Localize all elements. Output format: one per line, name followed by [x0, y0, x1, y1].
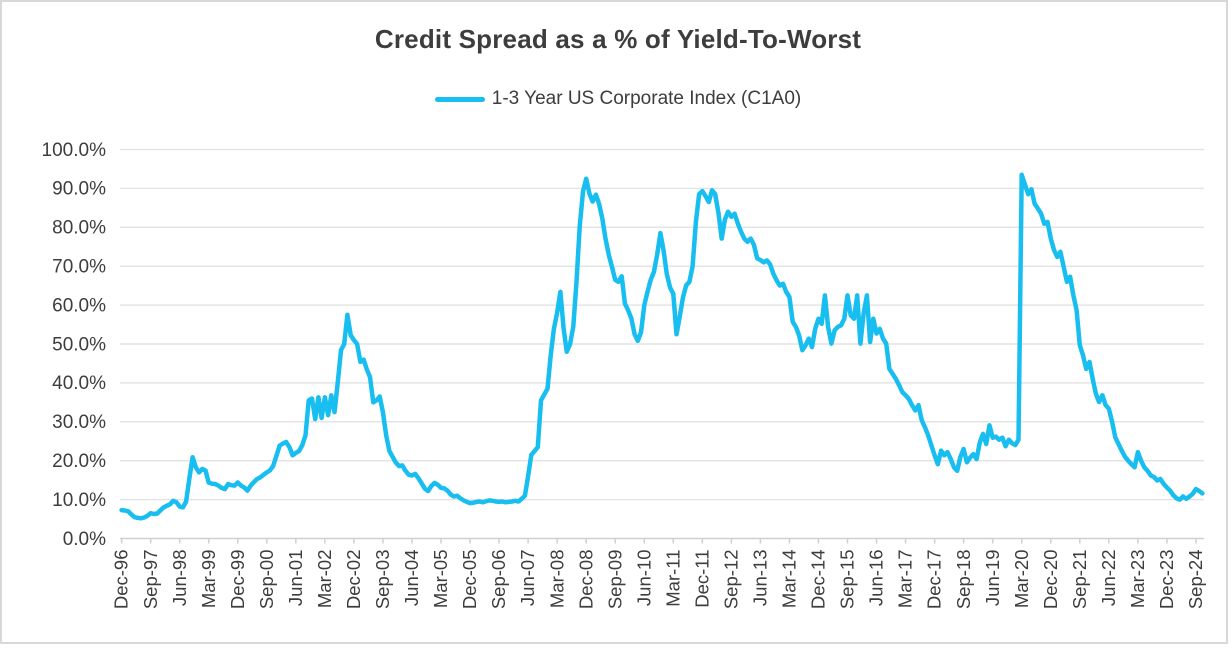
x-axis-tick-label: Sep-24 [1185, 550, 1206, 610]
x-axis-tick-label: Sep-00 [256, 550, 277, 610]
x-axis-tick-label: Dec-23 [1156, 550, 1177, 610]
x-axis-tick-label: Jun-98 [169, 550, 190, 607]
y-axis-tick-label: 70.0% [52, 256, 106, 277]
x-axis-tick-label: Sep-18 [953, 550, 974, 610]
y-axis-tick-label: 100.0% [42, 140, 107, 161]
x-axis-tick-label: Mar-17 [895, 550, 916, 609]
x-axis-tick-label: Jun-22 [1098, 550, 1119, 607]
x-axis-tick-label: Dec-05 [459, 550, 480, 610]
x-axis-tick-label: Mar-05 [430, 550, 451, 609]
y-axis-tick-label: 90.0% [52, 179, 106, 200]
y-axis-tick-label: 60.0% [52, 295, 106, 316]
x-axis-tick-label: Dec-96 [111, 550, 132, 610]
x-axis-tick-label: Jun-13 [750, 550, 771, 607]
x-axis-tick-label: Sep-03 [372, 550, 393, 610]
x-axis-tick-label: Sep-15 [837, 550, 858, 610]
y-axis-tick-label: 40.0% [52, 373, 106, 394]
x-axis-tick-label: Mar-99 [198, 550, 219, 609]
x-axis-tick-label: Jun-07 [517, 550, 538, 607]
y-axis-tick-label: 50.0% [52, 334, 106, 355]
x-axis-tick-label: Jun-16 [866, 550, 887, 607]
x-axis-tick-label: Dec-99 [227, 550, 248, 610]
y-axis-tick-label: 0.0% [63, 529, 106, 550]
x-axis-tick-label: Mar-14 [779, 550, 800, 609]
x-axis-tick-label: Jun-04 [401, 550, 422, 607]
chart-title: Credit Spread as a % of Yield-To-Worst [374, 24, 862, 54]
x-axis-tick-label: Jun-01 [285, 550, 306, 607]
x-axis-tick-label: Jun-19 [982, 550, 1003, 607]
x-axis-tick-label: Sep-97 [140, 550, 161, 610]
legend-line-swatch [434, 96, 485, 102]
x-axis-tick-label: Dec-02 [343, 550, 364, 610]
legend: 1-3 Year US Corporate Index (C1A0) [2, 88, 1232, 110]
x-axis-tick-label: Dec-17 [924, 550, 945, 610]
y-axis-tick-label: 20.0% [52, 451, 106, 472]
y-axis-tick-label: 10.0% [52, 490, 106, 511]
x-axis-tick-label: Mar-20 [1011, 550, 1032, 609]
x-axis-tick-label: Dec-20 [1040, 550, 1061, 610]
x-axis-tick-label: Mar-23 [1127, 550, 1148, 609]
x-axis-tick-label: Dec-08 [575, 550, 596, 610]
x-axis-tick-label: Sep-06 [488, 550, 509, 610]
x-axis-tick-label: Jun-10 [633, 550, 654, 607]
x-axis-tick-label: Sep-21 [1069, 550, 1090, 610]
x-axis-tick-label: Sep-12 [720, 550, 741, 610]
x-axis-tick-label: Mar-11 [662, 550, 683, 607]
x-axis-tick-label: Dec-14 [808, 550, 829, 610]
legend-series-label: 1-3 Year US Corporate Index (C1A0) [491, 88, 802, 109]
x-axis-tick-label: Mar-02 [314, 550, 335, 609]
y-axis-tick-label: 80.0% [52, 218, 106, 239]
x-axis-tick-label: Sep-09 [604, 550, 625, 610]
x-axis-tick-label: Mar-08 [546, 550, 567, 609]
x-axis-tick-label: Dec-11 [691, 550, 712, 608]
y-axis-tick-label: 30.0% [52, 412, 106, 433]
series-line [119, 172, 1205, 521]
